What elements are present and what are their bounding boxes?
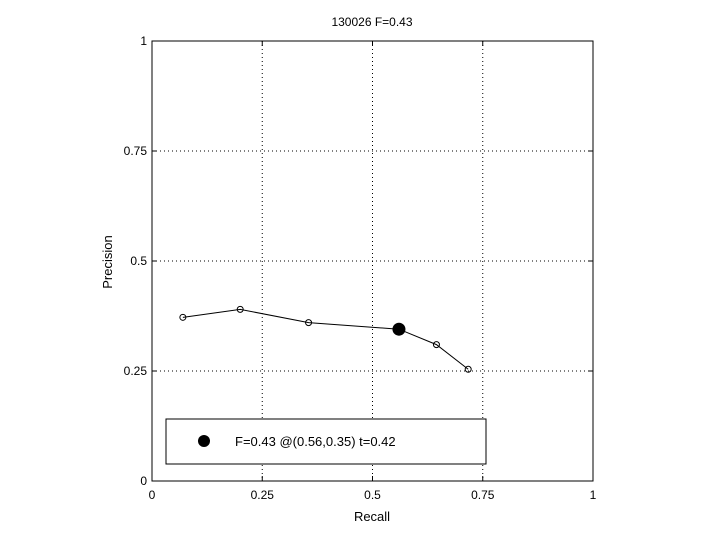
y-axis-ticks: 0 0.25 0.5 0.75 1	[124, 34, 593, 488]
data-point	[305, 319, 313, 327]
data-point	[432, 341, 440, 349]
data-point	[179, 313, 187, 321]
data-point	[236, 305, 244, 313]
legend-marker	[198, 435, 210, 447]
series-precision-recall	[179, 305, 472, 373]
data-point	[464, 365, 472, 373]
legend: F=0.43 @(0.56,0.35) t=0.42	[165, 418, 487, 465]
x-tick-label: 0.25	[251, 488, 275, 502]
best-f-point	[392, 322, 406, 336]
y-tick-label: 1	[140, 34, 147, 48]
y-tick-label: 0.25	[124, 364, 148, 378]
legend-box	[165, 418, 487, 465]
x-tick-label: 0.75	[471, 488, 495, 502]
x-axis-label: Recall	[354, 509, 390, 524]
grid-lines	[152, 41, 593, 481]
y-axis-label: Precision	[100, 235, 115, 288]
series-line	[182, 308, 469, 370]
y-tick-label: 0.75	[124, 144, 148, 158]
x-tick-label: 1	[590, 488, 597, 502]
legend-label: F=0.43 @(0.56,0.35) t=0.42	[235, 434, 396, 449]
x-axis-ticks: 0 0.25 0.5 0.75 1	[149, 41, 597, 502]
chart-title: 130026 F=0.43	[331, 15, 412, 29]
y-tick-label: 0.5	[130, 254, 147, 268]
x-tick-label: 0.5	[364, 488, 381, 502]
x-tick-label: 0	[149, 488, 156, 502]
y-tick-label: 0	[140, 474, 147, 488]
